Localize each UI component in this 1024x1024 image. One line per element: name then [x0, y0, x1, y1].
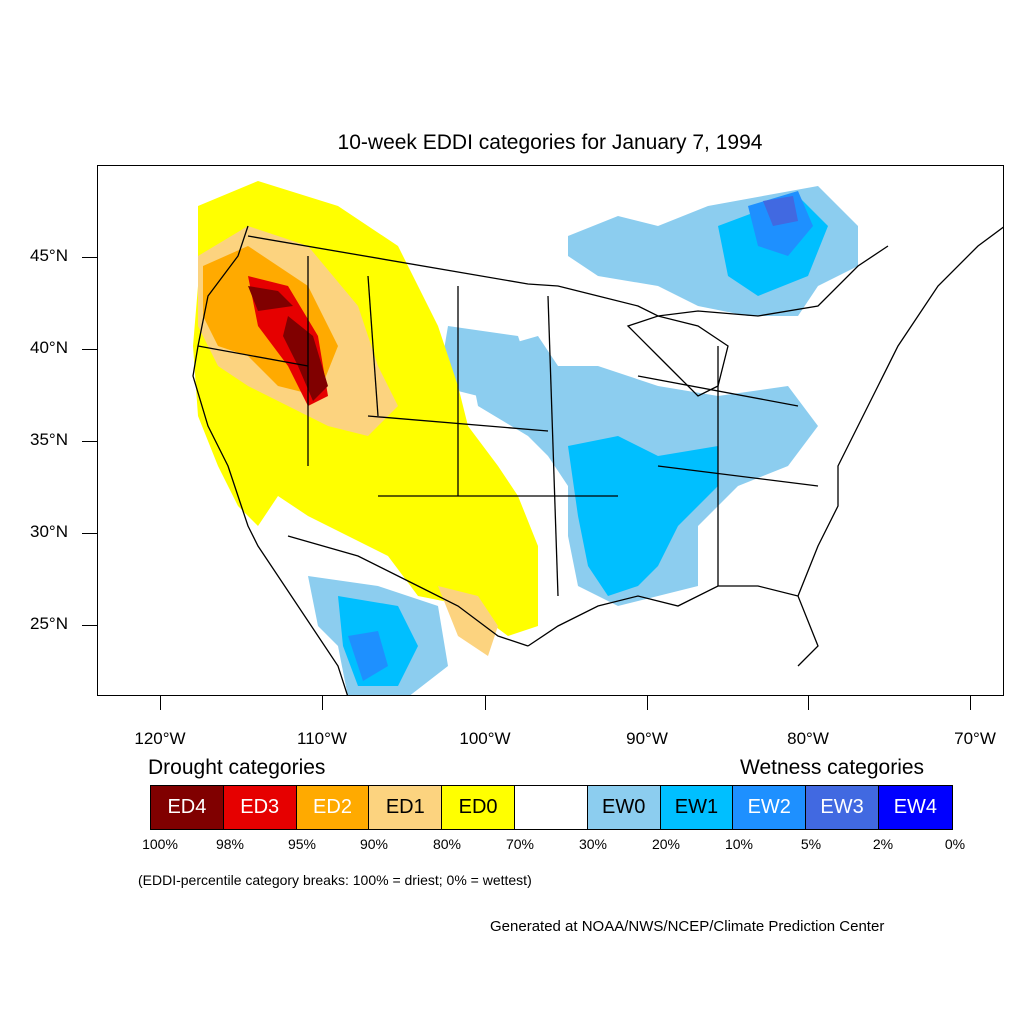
wetness-categories-heading: Wetness categories: [740, 756, 925, 779]
lat-tick-30: [82, 533, 97, 534]
pct-label: 70%: [505, 836, 535, 852]
eddi-map: [97, 165, 1004, 696]
legend-box-ew0: EW0: [587, 786, 661, 829]
legend-box-ew1: EW1: [660, 786, 734, 829]
pct-label: 0%: [944, 836, 966, 852]
lon-tick-120: [160, 696, 161, 710]
pct-label: 95%: [287, 836, 317, 852]
map-title: 10-week EDDI categories for January 7, 1…: [337, 131, 763, 154]
legend-box-ed4: ED4: [151, 786, 224, 829]
pct-label: 2%: [872, 836, 894, 852]
state-line-3: [367, 275, 379, 417]
gulf-coastline: [527, 585, 819, 667]
credit-line: Generated at NOAA/NWS/NCEP/Climate Predi…: [490, 918, 885, 935]
legend-box-ew2: EW2: [733, 786, 807, 829]
state-line-1: [197, 345, 309, 367]
legend-box-ed1: ED1: [369, 786, 443, 829]
legend-box-ed3: ED3: [223, 786, 297, 829]
legend-box-ed2: ED2: [296, 786, 370, 829]
lat-label-25: 25°N: [30, 614, 68, 633]
lon-label-70: 70°W: [954, 729, 996, 748]
lon-label-110: 110°W: [297, 729, 347, 748]
east-coastline: [797, 226, 1003, 597]
lat-tick-35: [82, 441, 97, 442]
state-line-5: [547, 295, 559, 597]
lon-tick-80: [808, 696, 809, 710]
lon-tick-70: [970, 696, 971, 710]
ew2-region-mexico: [348, 631, 388, 681]
legend-box-ew4: EW4: [878, 786, 952, 829]
lon-tick-100: [485, 696, 486, 710]
lon-label-120: 120°W: [134, 729, 186, 748]
category-legend: ED4 ED3 ED2 ED1 ED0 EW0 EW1 EW2 EW3 EW4: [150, 785, 953, 830]
west-coastline: [192, 225, 349, 695]
state-line-6: [367, 415, 549, 432]
ed4-region-oregon: [248, 286, 293, 311]
eddi-map-svg: [192, 181, 1003, 695]
pct-label: 80%: [432, 836, 462, 852]
state-line-9: [657, 465, 819, 487]
lon-label-90: 90°W: [626, 729, 668, 748]
ew3-region-quebec: [763, 196, 798, 226]
pct-label: 30%: [578, 836, 608, 852]
lon-label-80: 80°W: [787, 729, 829, 748]
wetness-regions: [308, 186, 858, 695]
lat-tick-40: [82, 349, 97, 350]
ew1-region-mississippi: [568, 436, 718, 596]
pct-label: 90%: [359, 836, 389, 852]
lat-label-40: 40°N: [30, 338, 68, 357]
lat-label-35: 35°N: [30, 430, 68, 449]
drought-categories-heading: Drought categories: [148, 756, 326, 779]
lat-tick-45: [82, 257, 97, 258]
ew0-region-great-plains: [438, 326, 528, 396]
pct-label: 98%: [215, 836, 245, 852]
lon-tick-90: [647, 696, 648, 710]
lon-label-100: 100°W: [459, 729, 511, 748]
lat-tick-25: [82, 625, 97, 626]
pct-label: 10%: [724, 836, 754, 852]
lon-tick-110: [322, 696, 323, 710]
ed4-region-idaho: [283, 316, 328, 401]
category-breaks-note: (EDDI-percentile category breaks: 100% =…: [138, 872, 532, 888]
legend-box-ew3: EW3: [806, 786, 879, 829]
lat-label-45: 45°N: [30, 246, 68, 265]
us-mexico-border: [287, 535, 529, 647]
lat-label-30: 30°N: [30, 522, 68, 541]
pct-label: 100%: [142, 836, 178, 852]
pct-label: 5%: [800, 836, 822, 852]
legend-box-ed0: ED0: [442, 786, 515, 829]
boundary-lines: [192, 225, 1003, 695]
legend-box-neutral: [514, 786, 588, 829]
pct-label: 20%: [651, 836, 681, 852]
